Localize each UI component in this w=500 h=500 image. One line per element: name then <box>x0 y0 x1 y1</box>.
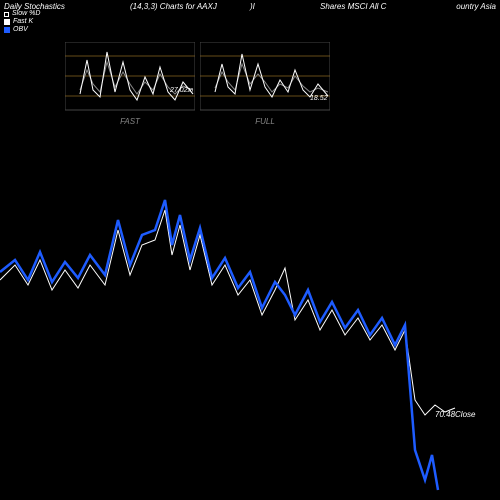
title-params: (14,3,3) Charts for AAXJ <box>130 2 217 11</box>
mini-charts-container: 80 50 20 27.0220 FAST 80 50 20 18.52 FUL… <box>65 42 330 114</box>
mini-label-full: FULL <box>255 117 275 126</box>
title-name: Shares MSCI All C <box>320 2 386 11</box>
mini-chart-fast: 80 50 20 27.0220 FAST <box>65 42 195 114</box>
legend-obv: OBV <box>4 26 40 34</box>
mini-chart-fast-svg: 80 50 20 27.0220 <box>65 42 195 114</box>
swatch-slow-d <box>4 12 9 17</box>
mini-label-fast: FAST <box>120 117 140 126</box>
close-price-label: 70.48Close <box>435 410 475 419</box>
legend-fast-k-label: Fast K <box>13 18 33 26</box>
fast-value: 27.0220 <box>169 87 193 94</box>
legend-slow-d: Slow %D <box>4 10 40 18</box>
chart-header: Daily Stochastics (14,3,3) Charts for AA… <box>0 0 500 42</box>
legend-slow-d-label: Slow %D <box>12 10 40 18</box>
mini-chart-full-svg: 80 50 20 18.52 <box>200 42 330 114</box>
swatch-fast-k <box>4 19 10 25</box>
mini-chart-full: 80 50 20 18.52 FULL <box>200 42 330 114</box>
full-value: 18.52 <box>310 95 328 102</box>
legend-fast-k: Fast K <box>4 18 40 26</box>
title-symbol: )I <box>250 2 255 11</box>
main-chart <box>0 190 500 500</box>
legend-obv-label: OBV <box>13 26 28 34</box>
title-asia: ountry Asia <box>456 2 496 11</box>
legend: Slow %D Fast K OBV <box>4 10 40 34</box>
swatch-obv <box>4 27 10 33</box>
